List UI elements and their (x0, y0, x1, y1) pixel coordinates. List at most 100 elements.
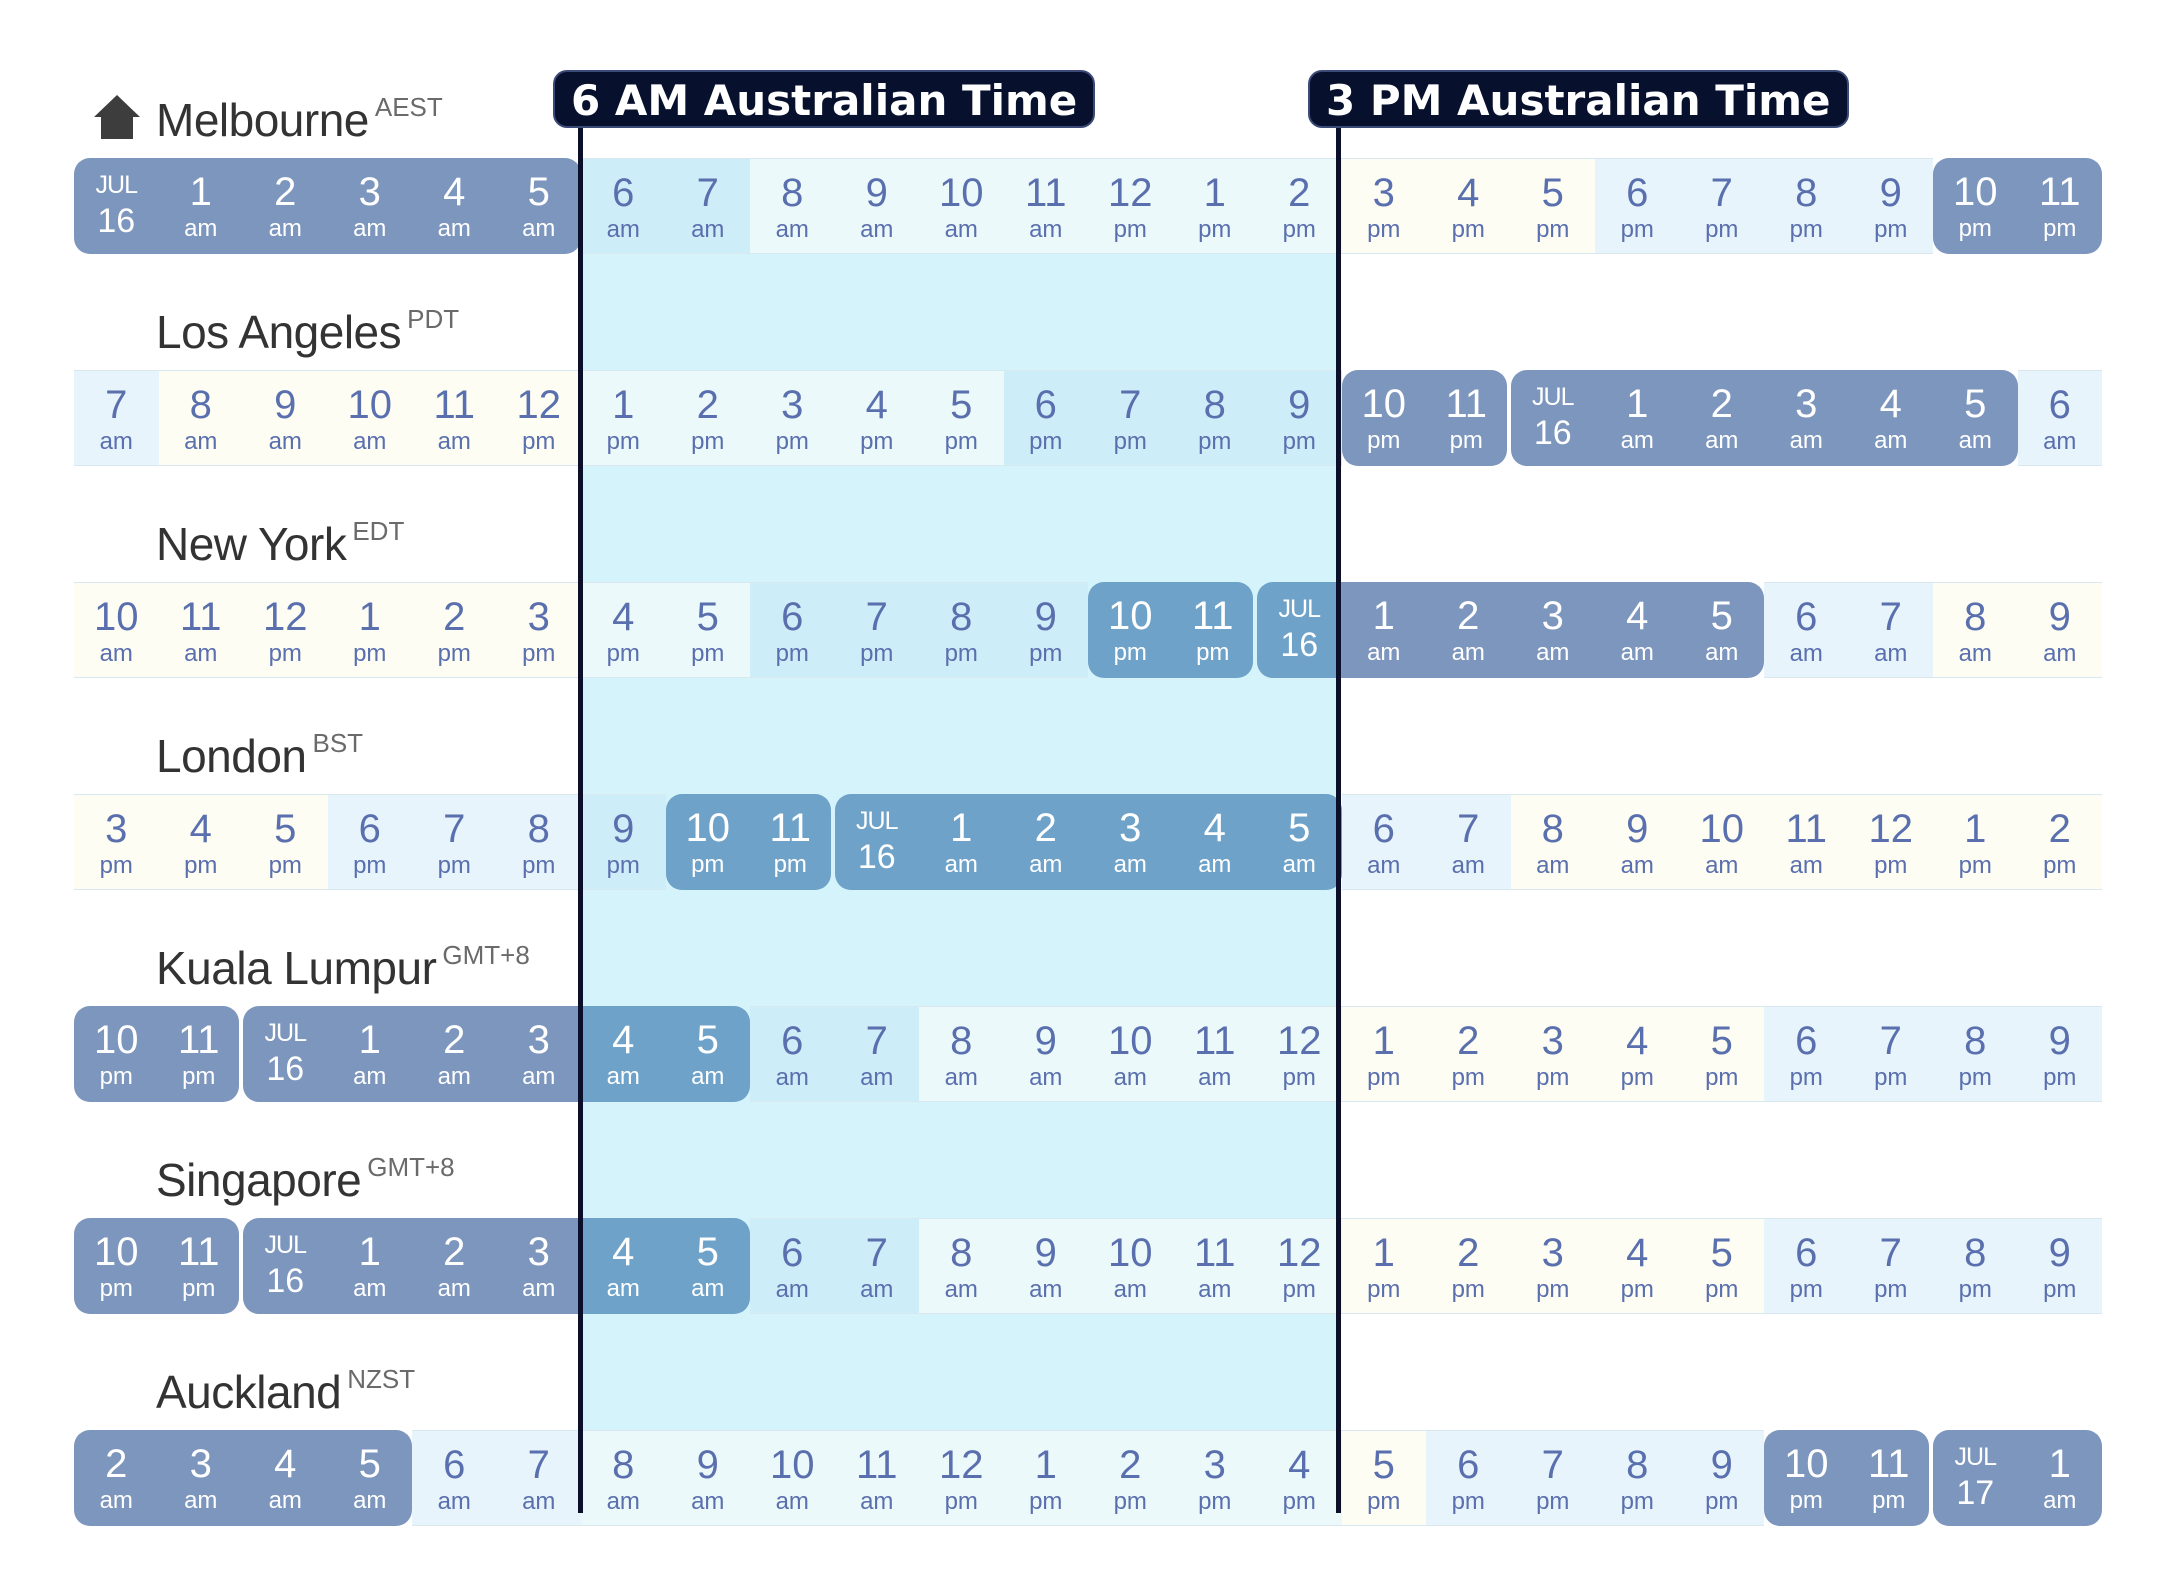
hour-cell[interactable]: 4 am (243, 1430, 328, 1526)
hour-cell[interactable]: 11 pm (158, 1218, 239, 1314)
hour-cell[interactable]: 9 pm (1679, 1430, 1764, 1526)
hour-cell[interactable]: 11 am (412, 370, 497, 466)
hour-cell[interactable]: 8 am (581, 1430, 666, 1526)
hour-cell[interactable]: 7 pm (1510, 1430, 1595, 1526)
hour-cell[interactable]: 4 pm (581, 582, 666, 678)
hour-cell[interactable]: 1 am (2017, 1430, 2102, 1526)
hour-cell[interactable]: 9 pm (581, 794, 666, 890)
hour-cell[interactable]: 5 pm (1679, 1006, 1764, 1102)
hour-cell[interactable]: 10 pm (74, 1006, 159, 1102)
hour-cell[interactable]: 5 am (496, 158, 581, 254)
date-cell[interactable]: JUL 16 (74, 158, 159, 254)
hour-cell[interactable]: 6 am (581, 158, 666, 254)
hour-cell[interactable]: 6 pm (1003, 370, 1088, 466)
hour-cell[interactable]: 8 pm (1764, 158, 1849, 254)
date-cell[interactable]: JUL 16 (1257, 582, 1342, 678)
hour-cell[interactable]: 7 am (1426, 794, 1511, 890)
hour-cell[interactable]: 3 am (496, 1006, 581, 1102)
hour-cell[interactable]: 6 am (2017, 370, 2102, 466)
hour-cell[interactable]: 2 pm (665, 370, 750, 466)
hour-cell[interactable]: 7 am (834, 1006, 919, 1102)
hour-cell[interactable]: 3 pm (1341, 158, 1426, 254)
hour-cell[interactable]: 5 pm (1341, 1430, 1426, 1526)
hour-cell[interactable]: 9 pm (2017, 1006, 2102, 1102)
hour-cell[interactable]: 8 pm (919, 582, 1004, 678)
hour-cell[interactable]: 5 pm (243, 794, 328, 890)
hour-cell[interactable]: 1 am (327, 1006, 412, 1102)
hour-cell[interactable]: 9 am (243, 370, 328, 466)
hour-cell[interactable]: 9 am (1003, 1006, 1088, 1102)
hour-cell[interactable]: 8 am (158, 370, 243, 466)
hour-cell[interactable]: 5 am (327, 1430, 412, 1526)
hour-cell[interactable]: 4 pm (1595, 1218, 1680, 1314)
hour-cell[interactable]: 8 pm (1595, 1430, 1680, 1526)
hour-cell[interactable]: 5 am (665, 1218, 750, 1314)
hour-cell[interactable]: 7 pm (1679, 158, 1764, 254)
hour-cell[interactable]: 10 pm (1764, 1430, 1849, 1526)
hour-cell[interactable]: 11 pm (158, 1006, 239, 1102)
hour-cell[interactable]: 10 am (1088, 1218, 1173, 1314)
hour-cell[interactable]: 12 pm (243, 582, 328, 678)
hour-cell[interactable]: 7 pm (834, 582, 919, 678)
hour-cell[interactable]: 8 pm (496, 794, 581, 890)
hour-cell[interactable]: 2 am (243, 158, 328, 254)
hour-cell[interactable]: 10 pm (1341, 370, 1426, 466)
hour-cell[interactable]: 3 am (158, 1430, 243, 1526)
hour-cell[interactable]: 3 pm (1510, 1218, 1595, 1314)
hour-cell[interactable]: 6 am (1764, 582, 1849, 678)
hour-cell[interactable]: 9 am (1003, 1218, 1088, 1314)
hour-cell[interactable]: 6 am (750, 1218, 835, 1314)
hour-cell[interactable]: 12 pm (496, 370, 581, 466)
hour-cell[interactable]: 8 pm (1172, 370, 1257, 466)
hour-cell[interactable]: 7 am (834, 1218, 919, 1314)
hour-cell[interactable]: 10 pm (1088, 582, 1173, 678)
hour-cell[interactable]: 6 pm (1426, 1430, 1511, 1526)
hour-cell[interactable]: 10 am (327, 370, 412, 466)
hour-cell[interactable]: 2 am (74, 1430, 159, 1526)
hour-cell[interactable]: 6 pm (1764, 1218, 1849, 1314)
hour-cell[interactable]: 3 pm (1172, 1430, 1257, 1526)
hour-cell[interactable]: 2 am (1003, 794, 1088, 890)
hour-cell[interactable]: 2 pm (2017, 794, 2102, 890)
hour-cell[interactable]: 6 pm (327, 794, 412, 890)
date-cell[interactable]: JUL 16 (243, 1218, 328, 1314)
hour-cell[interactable]: 10 pm (1933, 158, 2018, 254)
hour-cell[interactable]: 4 pm (1426, 158, 1511, 254)
hour-cell[interactable]: 9 pm (1848, 158, 1933, 254)
hour-cell[interactable]: 1 am (327, 1218, 412, 1314)
hour-cell[interactable]: 7 am (1848, 582, 1933, 678)
hour-cell[interactable]: 9 am (834, 158, 919, 254)
hour-cell[interactable]: 10 am (1679, 794, 1764, 890)
hour-cell[interactable]: 12 pm (919, 1430, 1004, 1526)
hour-cell[interactable]: 11 pm (1426, 370, 1507, 466)
hour-cell[interactable]: 10 am (74, 582, 159, 678)
date-cell[interactable]: JUL 16 (834, 794, 919, 890)
date-cell[interactable]: JUL 16 (243, 1006, 328, 1102)
hour-cell[interactable]: 5 am (1933, 370, 2018, 466)
hour-cell[interactable]: 4 pm (1257, 1430, 1342, 1526)
hour-cell[interactable]: 10 am (1088, 1006, 1173, 1102)
hour-cell[interactable]: 3 pm (1510, 1006, 1595, 1102)
hour-cell[interactable]: 1 am (1595, 370, 1680, 466)
hour-cell[interactable]: 12 pm (1088, 158, 1173, 254)
hour-cell[interactable]: 9 pm (1257, 370, 1342, 466)
hour-cell[interactable]: 5 pm (1679, 1218, 1764, 1314)
hour-cell[interactable]: 10 am (919, 158, 1004, 254)
hour-cell[interactable]: 4 am (581, 1006, 666, 1102)
hour-cell[interactable]: 10 pm (74, 1218, 159, 1314)
hour-cell[interactable]: 8 pm (1933, 1218, 2018, 1314)
hour-cell[interactable]: 2 am (1426, 582, 1511, 678)
hour-cell[interactable]: 11 pm (1172, 582, 1253, 678)
hour-cell[interactable]: 3 am (1510, 582, 1595, 678)
hour-cell[interactable]: 3 am (327, 158, 412, 254)
hour-cell[interactable]: 5 pm (665, 582, 750, 678)
hour-cell[interactable]: 3 pm (496, 582, 581, 678)
hour-cell[interactable]: 1 am (919, 794, 1004, 890)
hour-cell[interactable]: 5 am (1257, 794, 1342, 890)
hour-cell[interactable]: 4 am (1595, 582, 1680, 678)
hour-cell[interactable]: 7 pm (1088, 370, 1173, 466)
date-cell[interactable]: JUL 17 (1933, 1430, 2018, 1526)
hour-cell[interactable]: 4 am (1848, 370, 1933, 466)
hour-cell[interactable]: 1 pm (1003, 1430, 1088, 1526)
hour-cell[interactable]: 3 pm (750, 370, 835, 466)
